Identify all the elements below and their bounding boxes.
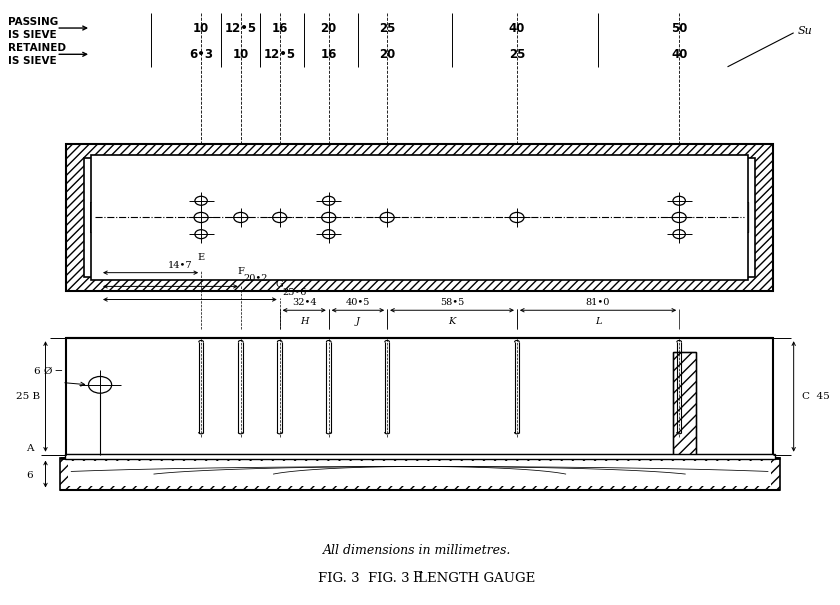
Bar <box>91 155 748 280</box>
Text: E: E <box>197 253 205 262</box>
Text: Su: Su <box>798 26 812 36</box>
Text: 10: 10 <box>233 48 249 61</box>
Text: C  45: C 45 <box>802 392 830 401</box>
Text: H: H <box>300 318 308 327</box>
Text: FIG. 3: FIG. 3 <box>318 572 368 584</box>
Text: 40: 40 <box>671 48 687 61</box>
Bar <box>673 352 696 454</box>
Text: 10: 10 <box>193 22 209 34</box>
Text: A: A <box>25 445 33 454</box>
Text: 25•6: 25•6 <box>282 287 307 296</box>
Text: L: L <box>595 318 601 327</box>
Text: 16: 16 <box>271 22 288 34</box>
Text: FIG. 3  LENGTH GAUGE: FIG. 3 LENGTH GAUGE <box>368 572 535 584</box>
Text: 20•2: 20•2 <box>244 275 268 283</box>
Text: RETAINED: RETAINED <box>8 44 66 53</box>
Text: 25 B: 25 B <box>16 392 39 401</box>
Bar <box>66 145 773 290</box>
Text: 20: 20 <box>321 22 337 34</box>
Text: 20: 20 <box>379 48 396 61</box>
Text: G: G <box>276 280 284 289</box>
Text: 50: 50 <box>671 22 687 34</box>
Bar <box>673 352 696 454</box>
Bar <box>84 157 755 278</box>
Text: 40: 40 <box>509 22 525 34</box>
Bar <box>66 338 773 454</box>
Text: 32•4: 32•4 <box>292 298 317 307</box>
Bar <box>60 457 780 491</box>
Text: 25: 25 <box>379 22 396 34</box>
Text: 58•5: 58•5 <box>440 298 465 307</box>
Text: 6: 6 <box>27 471 33 480</box>
Text: 81•0: 81•0 <box>585 298 610 307</box>
Text: J: J <box>356 318 360 327</box>
Text: 12•5: 12•5 <box>224 22 257 34</box>
Text: IS SIEVE: IS SIEVE <box>8 56 57 67</box>
Bar <box>65 454 774 459</box>
Text: 6 Ø ─: 6 Ø ─ <box>34 367 62 375</box>
Text: 12•5: 12•5 <box>264 48 296 61</box>
Text: PASSING: PASSING <box>8 17 59 27</box>
Text: 16: 16 <box>321 48 337 61</box>
Text: All dimensions in millimetres.: All dimensions in millimetres. <box>323 544 512 557</box>
Text: 25: 25 <box>509 48 525 61</box>
Text: F: F <box>412 571 423 585</box>
Text: 6•3: 6•3 <box>189 48 213 61</box>
Text: F: F <box>238 267 244 276</box>
Text: 40•5: 40•5 <box>346 298 370 307</box>
Bar <box>68 461 771 486</box>
Text: 14•7: 14•7 <box>168 261 193 270</box>
Text: K: K <box>449 318 455 327</box>
Text: IS SIEVE: IS SIEVE <box>8 30 57 40</box>
